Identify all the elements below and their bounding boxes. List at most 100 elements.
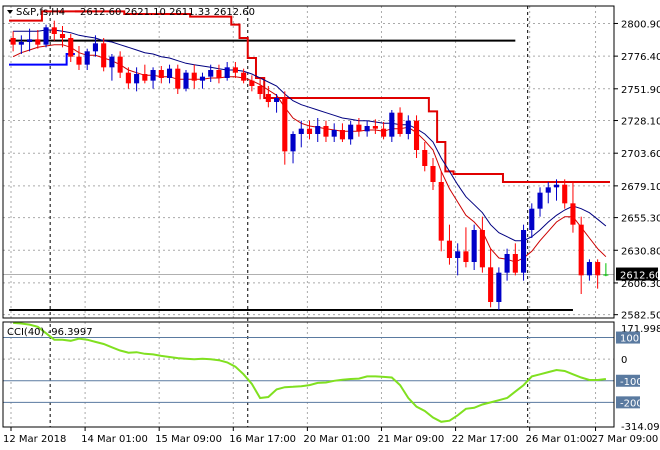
cci-line	[13, 321, 607, 423]
candle-body	[166, 68, 173, 78]
candle-body	[117, 56, 123, 73]
candle	[150, 67, 156, 89]
candle	[315, 118, 321, 142]
candle	[191, 64, 197, 89]
cci-level-tag	[616, 331, 640, 344]
candle	[51, 20, 57, 41]
candle-body	[488, 267, 494, 302]
candle	[364, 120, 370, 137]
candle-body	[59, 34, 66, 38]
time-tick-label: 15 Mar 09:00	[155, 434, 222, 445]
candle	[422, 142, 428, 172]
chevron-down-icon[interactable]	[7, 10, 13, 14]
candle	[323, 120, 329, 142]
candle-body	[27, 39, 33, 42]
time-tick-label: 27 Mar 09:00	[592, 434, 659, 445]
candle-body	[298, 128, 304, 134]
candle-body	[290, 134, 296, 152]
stop-line	[9, 10, 610, 183]
candle-body	[109, 56, 115, 68]
candle-body	[158, 70, 164, 78]
candle-body	[586, 262, 592, 276]
stop-line-blue	[9, 53, 75, 66]
chart-header: S&P,fs,H4 2612.60 2621.10 2611.33 2612.6…	[7, 7, 255, 18]
candle-body	[529, 208, 535, 230]
candle	[142, 64, 148, 84]
candle	[348, 120, 354, 145]
price-tick-label: 2728.10	[621, 117, 660, 128]
candle-body	[348, 124, 354, 140]
time-tick-label: 21 Mar 09:00	[377, 434, 444, 445]
stop-line-red	[74, 10, 610, 183]
candle-body	[422, 150, 428, 166]
candle	[298, 120, 304, 148]
candle-body	[323, 126, 329, 137]
candle	[405, 115, 411, 140]
candle	[463, 227, 469, 268]
candle-body	[43, 27, 49, 45]
cci-levels	[3, 337, 614, 403]
time-tick-label: 12 Mar 2018	[3, 434, 66, 445]
main-pane[interactable]: 2800.90 2776.40 2751.90 2728.10 2703.60 2679.…	[2, 5, 660, 427]
candle-body	[10, 38, 16, 45]
candle-body	[84, 51, 90, 65]
candle	[306, 120, 313, 140]
vertical-markers	[49, 6, 529, 427]
candle	[504, 248, 510, 281]
time-axis: 12 Mar 2018 14 Mar 01:00 15 Mar 09:00 16 Ma…	[3, 427, 658, 445]
cci-pane[interactable]: CCI(40) -96.3997 171.9987100 0 -100 -200 -31…	[2, 321, 660, 433]
candle	[84, 48, 90, 70]
candle	[356, 118, 362, 137]
candle	[438, 171, 444, 252]
candle	[274, 94, 280, 113]
candle	[109, 54, 115, 81]
candle-body	[430, 166, 436, 182]
candle	[430, 158, 436, 190]
candle-body	[471, 230, 477, 262]
candle-body	[537, 192, 543, 209]
candle-body	[274, 98, 280, 102]
candle-body	[562, 184, 568, 204]
main-grid	[3, 6, 614, 318]
candle	[101, 38, 107, 72]
candle-body	[315, 126, 321, 134]
candle-body	[18, 42, 24, 45]
candle	[175, 64, 181, 94]
current-price-tag: 2612.60	[616, 267, 660, 282]
candle	[18, 35, 24, 54]
candle-body	[249, 80, 255, 86]
candle-body	[331, 130, 337, 137]
candle-body	[595, 262, 601, 276]
candle	[586, 259, 592, 281]
candle	[455, 243, 461, 276]
candle-body	[397, 112, 403, 134]
candle	[603, 263, 609, 277]
price-tick-label: 2655.30	[621, 214, 660, 225]
candle-body	[265, 94, 271, 102]
candle-body	[389, 112, 395, 137]
time-tick-label: 14 Mar 01:00	[81, 434, 148, 445]
candle-body	[68, 38, 74, 57]
candle	[59, 26, 66, 48]
cci-level-tag	[616, 396, 640, 409]
candle	[92, 35, 98, 57]
candle-body	[257, 86, 263, 94]
candle-body	[175, 68, 181, 89]
cci-level-tag	[616, 374, 640, 387]
candle-body	[282, 98, 288, 152]
candle	[35, 30, 41, 49]
candle	[249, 75, 255, 92]
price-tick-label: 2751.90	[621, 85, 660, 96]
candle-body	[216, 70, 222, 78]
price-axis: 2800.90 2776.40 2751.90 2728.10 2703.60 2679.…	[614, 19, 660, 322]
cci-level-tag-label: 100	[620, 334, 639, 345]
stop-line-red-early	[9, 10, 84, 22]
candle	[339, 123, 345, 142]
candle-body	[504, 254, 510, 273]
candle-body	[134, 74, 140, 84]
candle	[265, 86, 271, 108]
candle-body	[578, 224, 584, 276]
candle-body	[356, 124, 362, 132]
symbol-label: S&P,fs,H4	[16, 7, 65, 18]
